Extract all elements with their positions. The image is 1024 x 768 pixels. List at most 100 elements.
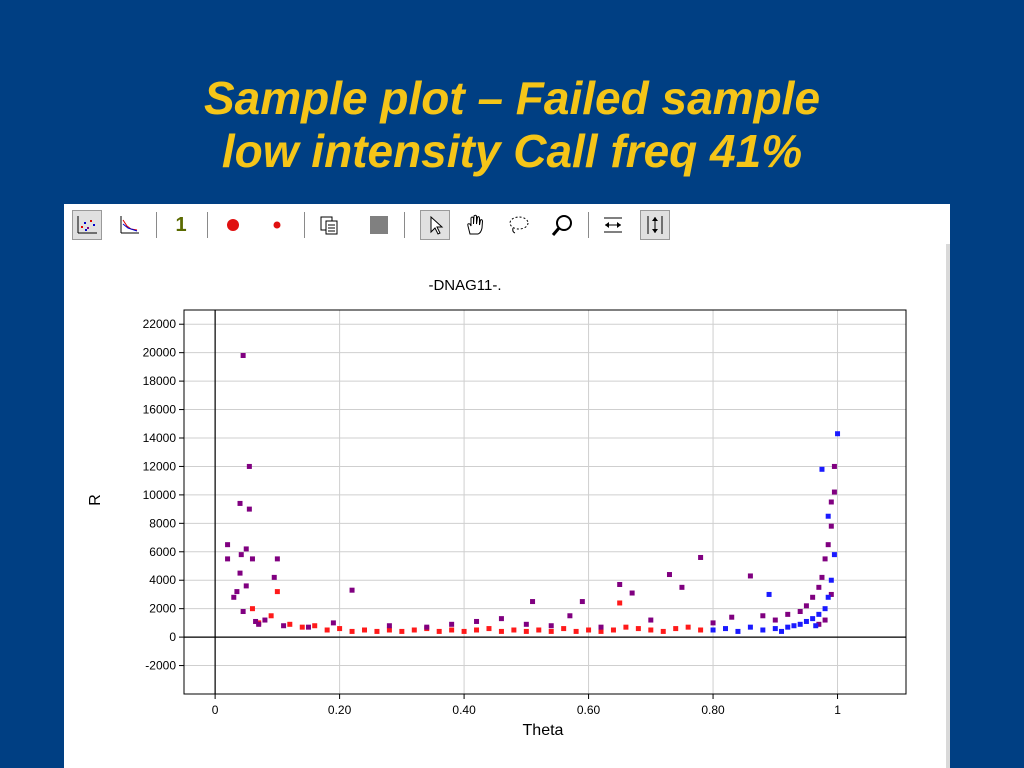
chart-title: -DNAG11-.	[428, 277, 501, 294]
data-point	[498, 616, 504, 622]
data-point	[666, 572, 672, 578]
toolbar-separator	[588, 212, 589, 238]
data-point	[828, 523, 834, 529]
data-point	[561, 626, 567, 632]
y-tick-label: 6000	[149, 545, 176, 559]
lasso-icon[interactable]	[504, 210, 534, 240]
y-tick-label: 0	[169, 630, 176, 644]
window-edge	[946, 244, 950, 768]
zoom-icon[interactable]	[548, 210, 578, 240]
data-point	[729, 614, 735, 620]
data-point	[685, 624, 691, 630]
data-point	[330, 620, 336, 626]
hand-icon[interactable]	[460, 210, 490, 240]
small-dot-icon[interactable]	[262, 210, 292, 240]
data-point	[760, 627, 766, 633]
data-point	[825, 594, 831, 600]
data-point	[240, 353, 246, 359]
data-point	[573, 628, 579, 634]
data-point	[253, 618, 259, 624]
data-point	[511, 627, 517, 633]
data-point	[362, 627, 367, 633]
y-tick-label: 10000	[143, 488, 177, 502]
data-point	[747, 573, 753, 579]
y-tick-label: 8000	[149, 516, 176, 530]
y-tick-label: 22000	[143, 317, 177, 331]
data-point	[816, 621, 822, 627]
data-point	[791, 623, 797, 629]
data-point	[772, 626, 778, 632]
axes-plot-icon[interactable]	[114, 210, 144, 240]
one-icon[interactable]: 1	[166, 210, 196, 240]
data-point	[623, 624, 629, 630]
fit-horizontal-icon[interactable]	[598, 210, 628, 240]
data-point	[474, 618, 480, 624]
slide-title-line2: low intensity Call freq 41%	[221, 125, 803, 177]
data-point	[349, 587, 355, 593]
data-point	[610, 627, 616, 633]
copy-icon[interactable]	[314, 210, 344, 240]
data-point	[237, 500, 243, 506]
data-point	[243, 546, 249, 552]
data-point	[281, 623, 287, 629]
large-dot-icon[interactable]	[218, 210, 248, 240]
data-point	[548, 628, 554, 634]
data-point	[735, 628, 741, 634]
data-point	[698, 627, 704, 633]
data-point	[813, 623, 819, 629]
toolbar-separator	[207, 212, 208, 238]
data-point	[523, 621, 529, 627]
data-point	[779, 628, 785, 634]
data-point	[803, 603, 809, 609]
y-tick-label: 12000	[143, 459, 177, 473]
data-point	[231, 594, 237, 600]
data-point	[274, 589, 280, 595]
x-tick-label: 0	[212, 703, 219, 717]
data-point	[498, 628, 504, 634]
data-point	[225, 542, 231, 548]
data-point	[268, 613, 274, 619]
data-point	[530, 599, 536, 605]
fit-vertical-icon[interactable]	[640, 210, 670, 240]
data-point	[598, 624, 604, 630]
data-point	[828, 577, 834, 583]
data-point	[411, 627, 417, 633]
scatter-plot-icon[interactable]	[72, 210, 102, 240]
data-point	[567, 613, 573, 619]
data-point	[785, 624, 791, 630]
x-tick-label: 1	[834, 703, 841, 717]
data-point	[810, 616, 816, 622]
data-point	[399, 628, 405, 634]
data-point	[449, 627, 455, 633]
data-point	[523, 628, 529, 634]
data-point	[819, 466, 825, 472]
data-point	[256, 621, 262, 627]
pointer-icon[interactable]	[420, 210, 450, 240]
x-tick-label: 0.60	[577, 703, 601, 717]
data-point	[461, 628, 467, 634]
y-axis-label: R	[87, 494, 104, 506]
one-label: 1	[175, 213, 187, 236]
data-point	[262, 617, 268, 623]
plot-frame	[183, 309, 907, 695]
data-point	[240, 609, 246, 615]
data-point	[486, 626, 492, 632]
data-point	[819, 574, 825, 580]
y-tick-label: 18000	[143, 374, 177, 388]
y-tick-label: 14000	[143, 431, 177, 445]
data-point	[238, 552, 244, 558]
data-point	[246, 463, 252, 469]
data-point	[635, 626, 641, 632]
data-point	[234, 589, 240, 595]
toolbar-separator	[156, 212, 157, 238]
data-point	[243, 583, 249, 589]
data-point	[772, 617, 778, 623]
x-tick-label: 0.80	[701, 703, 725, 717]
stop-icon[interactable]	[364, 210, 394, 240]
data-point	[822, 556, 828, 562]
y-tick-label: 2000	[149, 602, 176, 616]
data-point	[249, 606, 255, 612]
data-point	[586, 627, 592, 633]
data-point	[648, 617, 654, 623]
data-point	[797, 609, 803, 615]
